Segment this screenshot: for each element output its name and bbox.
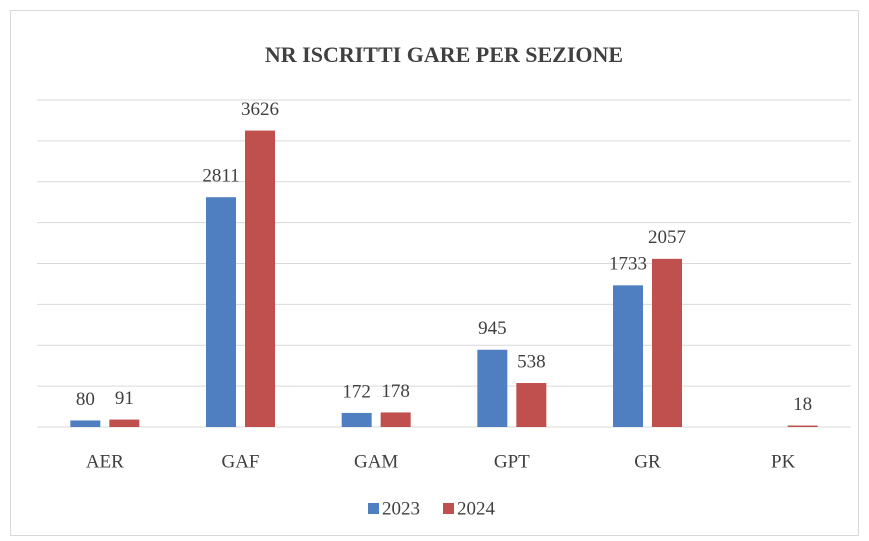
- data-label: 2811: [202, 166, 239, 187]
- x-tick-label: AER: [86, 451, 124, 472]
- data-label: 91: [115, 388, 134, 409]
- data-label: 80: [76, 389, 95, 410]
- data-label: 1733: [609, 254, 647, 275]
- legend-label: 2024: [457, 498, 496, 519]
- data-label: 172: [342, 381, 371, 402]
- x-tick-label: PK: [771, 451, 796, 472]
- data-label: 538: [517, 351, 546, 372]
- chart-title: NR ISCRITTI GARE PER SEZIONE: [265, 42, 623, 67]
- bar: [477, 349, 508, 427]
- bar: [380, 412, 411, 427]
- x-tick-label: GAF: [221, 451, 259, 472]
- bar: [245, 130, 275, 427]
- x-tick-label: GAM: [354, 451, 398, 472]
- bar: [613, 285, 643, 427]
- bar: [787, 425, 818, 427]
- bar: [109, 419, 140, 427]
- data-label: 178: [381, 381, 410, 402]
- x-tick-label: GR: [634, 451, 661, 472]
- data-label: 18: [793, 394, 812, 415]
- data-label: 945: [478, 318, 507, 339]
- data-label: 2057: [648, 227, 686, 248]
- chart-border: [10, 10, 859, 536]
- bar: [70, 420, 101, 427]
- legend-swatch: [443, 503, 454, 514]
- x-tick-label: GPT: [494, 451, 530, 472]
- bar: [516, 383, 547, 427]
- bar: [652, 258, 682, 427]
- data-label: 3626: [241, 99, 279, 120]
- legend-swatch: [368, 503, 379, 514]
- bar: [206, 197, 236, 427]
- legend-label: 2023: [382, 498, 420, 519]
- bar: [341, 412, 372, 427]
